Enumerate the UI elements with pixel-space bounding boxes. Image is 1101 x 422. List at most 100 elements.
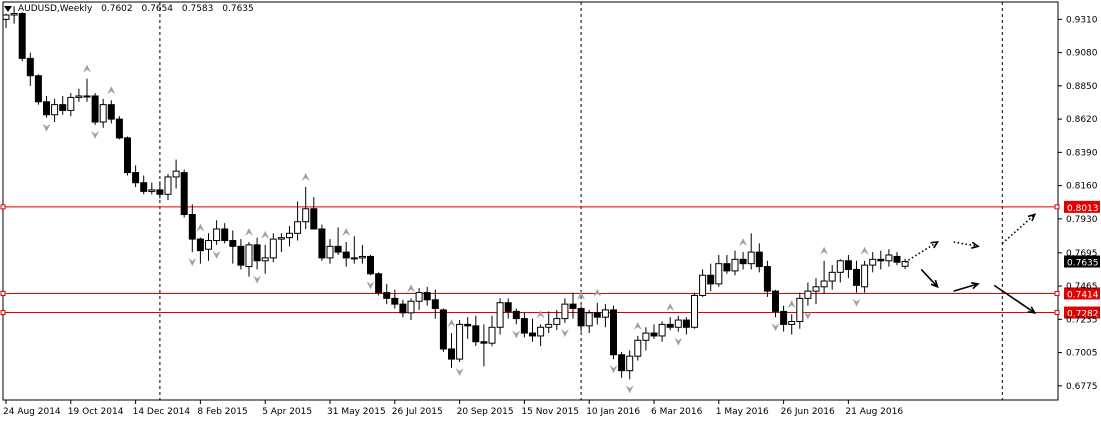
- bull-candle: [99, 104, 107, 123]
- bull-candle: [828, 271, 836, 282]
- bear-candle: [115, 118, 123, 139]
- bull-candle: [286, 232, 293, 239]
- bear-candle: [180, 172, 188, 216]
- bull-candle: [205, 240, 212, 250]
- x-tick-label: 31 May 2015: [327, 407, 386, 417]
- bull-candle: [326, 245, 334, 259]
- bear-candle: [156, 189, 164, 195]
- bear-candle: [877, 258, 885, 262]
- bear-candle: [780, 310, 788, 325]
- level-handle: [1054, 310, 1060, 316]
- x-tick-label: 6 Mar 2016: [651, 407, 703, 417]
- bull-candle: [496, 302, 504, 328]
- y-tick-label: 0.7465: [1066, 282, 1098, 292]
- dropdown-triangle-icon[interactable]: [4, 5, 12, 12]
- bear-candle: [520, 318, 528, 334]
- level-handle: [1054, 290, 1060, 296]
- y-tick-label: 0.8850: [1066, 82, 1098, 92]
- y-tick-label: 0.6775: [1066, 382, 1098, 392]
- fractal-down-marker: [366, 281, 375, 290]
- bear-candle: [431, 299, 439, 309]
- bear-candle: [739, 258, 747, 265]
- close-value: 0.7635: [222, 4, 254, 14]
- bull-candle: [358, 255, 366, 259]
- bull-candle: [691, 294, 698, 328]
- level-price-tag: [1064, 200, 1100, 213]
- bull-candle: [245, 244, 253, 268]
- arrow-head-icon: [971, 241, 980, 249]
- y-tick-label: 0.8160: [1066, 182, 1098, 192]
- fractal-up-marker: [83, 64, 91, 73]
- bull-candle: [213, 228, 221, 242]
- fractal-down-marker: [852, 298, 861, 307]
- bull-candle: [2, 14, 10, 20]
- bull-candle: [302, 208, 310, 223]
- y-tick-label: 0.9310: [1066, 15, 1098, 25]
- bear-candle: [229, 240, 237, 247]
- bear-candle: [423, 292, 431, 301]
- bear-candle: [18, 13, 26, 59]
- level-price-label: 0.7414: [1067, 290, 1099, 300]
- fractal-up-marker: [245, 227, 253, 236]
- fractal-down-marker: [253, 275, 262, 284]
- bear-candle: [26, 57, 34, 77]
- bull-candle: [796, 297, 804, 322]
- bear-candle: [59, 104, 67, 111]
- x-tick-label: 19 Oct 2014: [68, 407, 124, 417]
- bull-candle: [67, 96, 75, 111]
- bear-candle: [512, 310, 520, 320]
- bull-candle: [626, 355, 634, 372]
- fractal-up-marker: [593, 288, 602, 297]
- bear-candle: [107, 104, 115, 120]
- fractal-up-marker: [301, 173, 310, 182]
- bear-candle: [666, 323, 674, 328]
- level-handle: [0, 290, 6, 296]
- level-handle: [1054, 204, 1060, 210]
- x-tick-label: 8 Feb 2015: [197, 407, 247, 417]
- arrow-head-icon: [1027, 213, 1037, 222]
- x-tick-label: 24 Aug 2014: [3, 407, 61, 417]
- bull-candle: [172, 170, 180, 178]
- bull-candle: [456, 323, 464, 360]
- solid-scenario-arrow: [953, 283, 979, 292]
- fractal-down-marker: [42, 123, 51, 132]
- arrow-head-icon: [930, 279, 939, 289]
- bear-candle: [334, 245, 342, 253]
- bull-candle: [642, 332, 650, 341]
- bull-candle: [885, 254, 893, 262]
- x-tick-label: 15 Nov 2015: [521, 407, 579, 417]
- x-tick-label: 21 Aug 2016: [845, 407, 903, 417]
- bear-candle: [132, 172, 140, 184]
- high-value: 0.7654: [141, 4, 174, 14]
- fractal-down-marker: [188, 258, 197, 267]
- chart-header: AUDUSD,Weekly 0.7602 0.7654 0.7583 0.763…: [4, 4, 260, 14]
- fractal-up-marker: [342, 227, 351, 236]
- y-tick-label: 0.8620: [1066, 115, 1098, 125]
- bear-candle: [472, 325, 480, 343]
- bear-candle: [610, 309, 617, 356]
- dotted-scenario-arrow: [953, 241, 979, 248]
- bear-candle: [448, 348, 455, 360]
- level-handle: [0, 310, 6, 316]
- bear-candle: [188, 214, 196, 240]
- bear-candle: [34, 75, 42, 103]
- solid-scenario-arrow: [920, 268, 939, 288]
- bear-candle: [318, 228, 326, 259]
- fractal-down-marker: [771, 323, 780, 332]
- bull-candle: [407, 300, 415, 314]
- bear-candle: [196, 238, 204, 252]
- bull-candle: [415, 292, 423, 302]
- bear-candle: [375, 273, 383, 294]
- x-tick-label: 26 Jun 2016: [781, 407, 835, 417]
- dotted-scenario-arrow: [1001, 213, 1036, 245]
- fractal-up-marker: [666, 303, 675, 312]
- x-tick-label: 26 Jul 2015: [392, 407, 443, 417]
- bull-candle: [869, 258, 877, 266]
- x-tick-label: 5 Apr 2015: [262, 407, 312, 417]
- fractal-down-marker: [455, 367, 464, 376]
- bull-candle: [715, 263, 723, 285]
- level-handle: [0, 204, 6, 210]
- bull-candle: [269, 238, 277, 259]
